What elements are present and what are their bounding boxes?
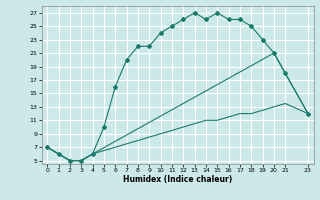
X-axis label: Humidex (Indice chaleur): Humidex (Indice chaleur) [123,175,232,184]
